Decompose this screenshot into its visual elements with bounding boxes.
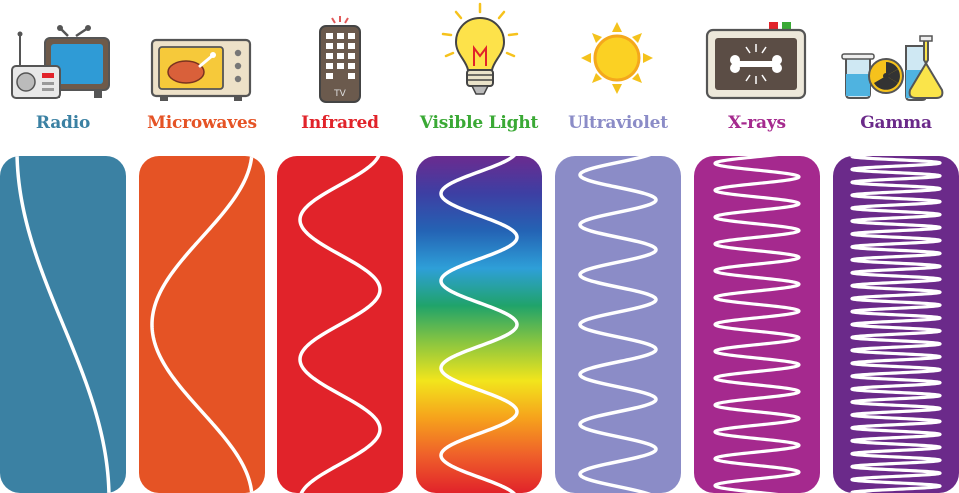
panel-x-rays (694, 156, 820, 493)
microwave-oven-icon (150, 38, 252, 101)
label-microwaves: Microwaves (147, 113, 257, 133)
wave-ultraviolet (578, 156, 658, 493)
panel-gamma (833, 156, 959, 493)
panel-ultraviolet (555, 156, 681, 493)
wave-radio (15, 156, 111, 493)
tv-remote-icon: TV (319, 16, 361, 103)
wave-x-rays (713, 156, 801, 493)
panel-visible-light (416, 156, 542, 493)
panel-microwaves-background (139, 156, 265, 493)
label-gamma: Gamma (860, 113, 932, 133)
light-bulb-icon (441, 2, 519, 95)
label-ultraviolet: Ultraviolet (568, 113, 668, 133)
panel-microwaves (139, 156, 265, 493)
panel-ultraviolet-background (555, 156, 681, 493)
panel-visible-light-background (416, 156, 542, 493)
label-radio: Radio (35, 113, 91, 133)
wave-visible-light (439, 156, 519, 493)
label-visible-light: Visible Light (419, 113, 539, 133)
panel-radio (0, 156, 126, 493)
panel-x-rays-background (694, 156, 820, 493)
panel-infrared (277, 156, 403, 493)
wave-infrared (298, 156, 382, 493)
radioactive-lab-flasks-icon (841, 35, 944, 101)
label-x-rays: X-rays (728, 113, 786, 133)
remote-tv-text: TV (333, 89, 346, 99)
label-infrared: Infrared (301, 113, 379, 133)
wave-gamma (850, 156, 942, 493)
sun-icon (581, 22, 653, 94)
wave-microwaves (150, 156, 254, 493)
x-ray-bone-icon (705, 22, 807, 100)
radio-and-tv-icon (11, 25, 110, 99)
